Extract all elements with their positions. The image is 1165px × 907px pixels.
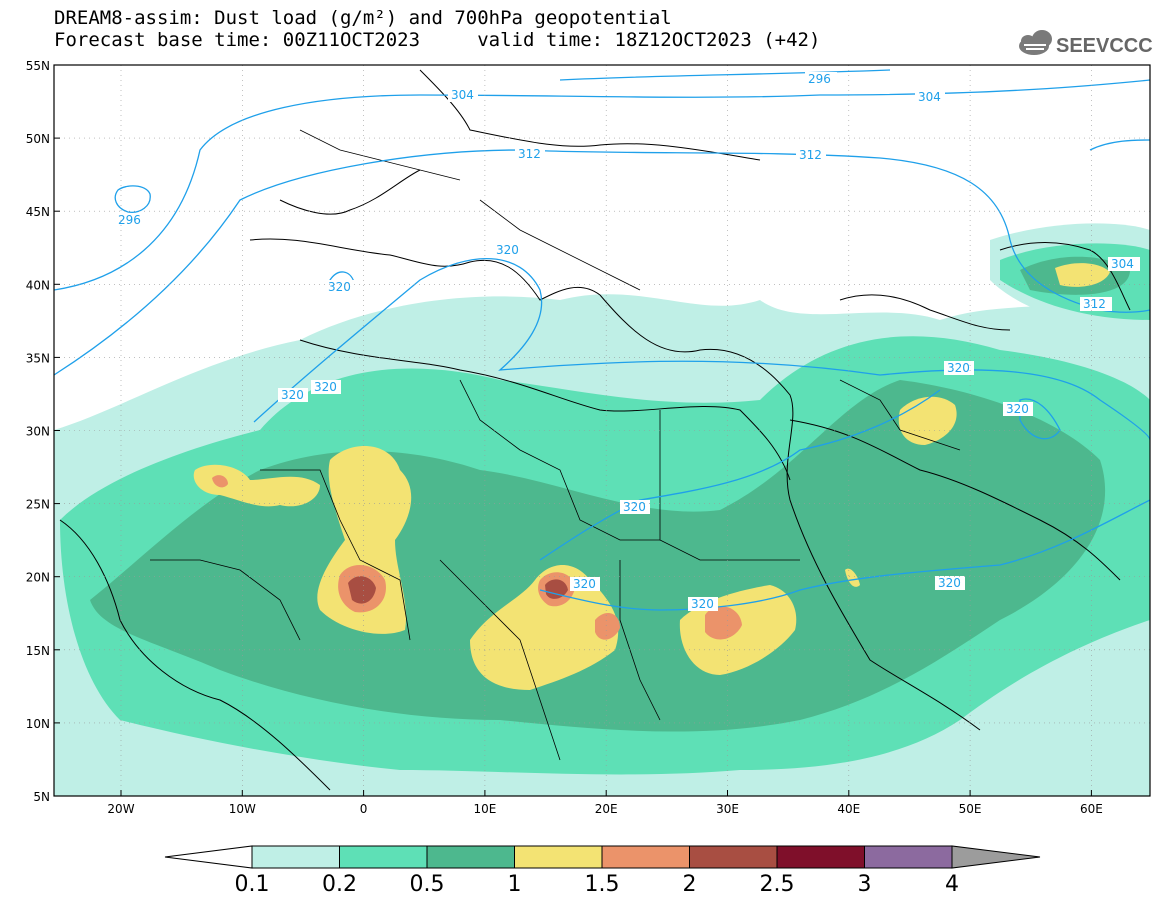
contour-label: 320 bbox=[1006, 402, 1029, 416]
contour-label: 312 bbox=[1083, 297, 1106, 311]
contour-label: 304 bbox=[1111, 257, 1134, 271]
colorbar-tick-label: 0.5 bbox=[410, 872, 445, 897]
contour-label: 320 bbox=[691, 597, 714, 611]
lat-label: 55N bbox=[26, 59, 50, 73]
lat-label: 10N bbox=[26, 717, 50, 731]
dust-fill-2 bbox=[348, 576, 568, 604]
lat-label: 50N bbox=[26, 132, 50, 146]
lat-label: 15N bbox=[26, 644, 50, 658]
contour-label: 320 bbox=[573, 577, 596, 591]
lon-label: 20E bbox=[595, 802, 618, 816]
colorbar-segment bbox=[514, 845, 603, 869]
colorbar-segment bbox=[251, 845, 340, 869]
contour-label: 320 bbox=[947, 361, 970, 375]
seevccc-logo: SEEVCCC bbox=[1019, 30, 1153, 57]
contour-label: 296 bbox=[118, 213, 141, 227]
lat-label: 5N bbox=[33, 790, 50, 804]
map-title: DREAM8-assim: Dust load (g/m²) and 700hP… bbox=[54, 7, 672, 29]
contour-label: 320 bbox=[938, 576, 961, 590]
contour-labels: 304 296 296 304 312 312 320 320 320 320 … bbox=[112, 72, 1140, 611]
colorbar-segment bbox=[426, 845, 515, 869]
colorbar-segment bbox=[339, 845, 428, 869]
contour-label: 320 bbox=[328, 280, 351, 294]
colorbar-high-arrow bbox=[951, 845, 1041, 869]
colorbar-low-arrow bbox=[164, 845, 253, 869]
lon-label: 60E bbox=[1080, 802, 1103, 816]
logo-text: SEEVCCC bbox=[1056, 35, 1153, 57]
borders bbox=[150, 129, 961, 761]
contour-label: 312 bbox=[518, 147, 541, 161]
lon-label: 10E bbox=[473, 802, 496, 816]
geopotential-contours bbox=[54, 69, 1150, 611]
lon-label: 0 bbox=[360, 802, 368, 816]
contour-label: 320 bbox=[314, 380, 337, 394]
lat-label: 35N bbox=[26, 351, 50, 365]
colorbar-tick-label: 0.2 bbox=[322, 872, 357, 897]
colorbar: 0.1 0.2 0.5 1 1.5 2 2.5 3 4 bbox=[164, 845, 1041, 897]
lat-label: 40N bbox=[26, 278, 50, 292]
contour-label: 304 bbox=[918, 90, 941, 104]
contour-label: 320 bbox=[496, 243, 519, 257]
contour-label: 312 bbox=[799, 148, 822, 162]
contour-label: 320 bbox=[281, 388, 304, 402]
lon-label: 10W bbox=[229, 802, 256, 816]
colorbar-tick-label: 0.1 bbox=[235, 872, 270, 897]
contour-label: 320 bbox=[623, 500, 646, 514]
lon-label: 50E bbox=[959, 802, 982, 816]
colorbar-segment bbox=[776, 845, 865, 869]
colorbar-tick-label: 2.5 bbox=[760, 872, 795, 897]
colorbar-segment bbox=[689, 845, 778, 869]
lat-label: 45N bbox=[26, 205, 50, 219]
colorbar-segment bbox=[601, 845, 690, 869]
dust-fill-1 bbox=[193, 263, 1110, 690]
latitude-labels: 55N 50N 45N 40N 35N 30N 25N 20N 15N 10N 5N bbox=[26, 59, 60, 804]
cloud-icon bbox=[1019, 30, 1052, 55]
colorbar-tick-label: 3 bbox=[858, 872, 872, 897]
lon-label: 30E bbox=[716, 802, 739, 816]
colorbar-tick-label: 1 bbox=[508, 872, 522, 897]
colorbar-tick-label: 1.5 bbox=[585, 872, 620, 897]
graticule bbox=[54, 65, 1150, 796]
colorbar-tick-label: 4 bbox=[945, 872, 959, 897]
lon-label: 20W bbox=[107, 802, 134, 816]
lon-label: 40E bbox=[837, 802, 860, 816]
forecast-time-line: Forecast base time: 00Z11OCT2023 valid t… bbox=[54, 29, 821, 51]
contour-label: 296 bbox=[808, 72, 831, 86]
contour-label: 304 bbox=[451, 88, 474, 102]
colorbar-tick-label: 2 bbox=[683, 872, 697, 897]
lat-label: 30N bbox=[26, 425, 50, 439]
lat-label: 20N bbox=[26, 571, 50, 585]
colorbar-segment bbox=[864, 845, 953, 869]
plot-area: 304 296 296 304 312 312 320 320 320 320 … bbox=[54, 65, 1150, 796]
lat-label: 25N bbox=[26, 498, 50, 512]
longitude-labels: 20W 10W 0 10E 20E 30E 40E 50E 60E bbox=[107, 790, 1103, 816]
coastlines bbox=[59, 69, 1131, 791]
